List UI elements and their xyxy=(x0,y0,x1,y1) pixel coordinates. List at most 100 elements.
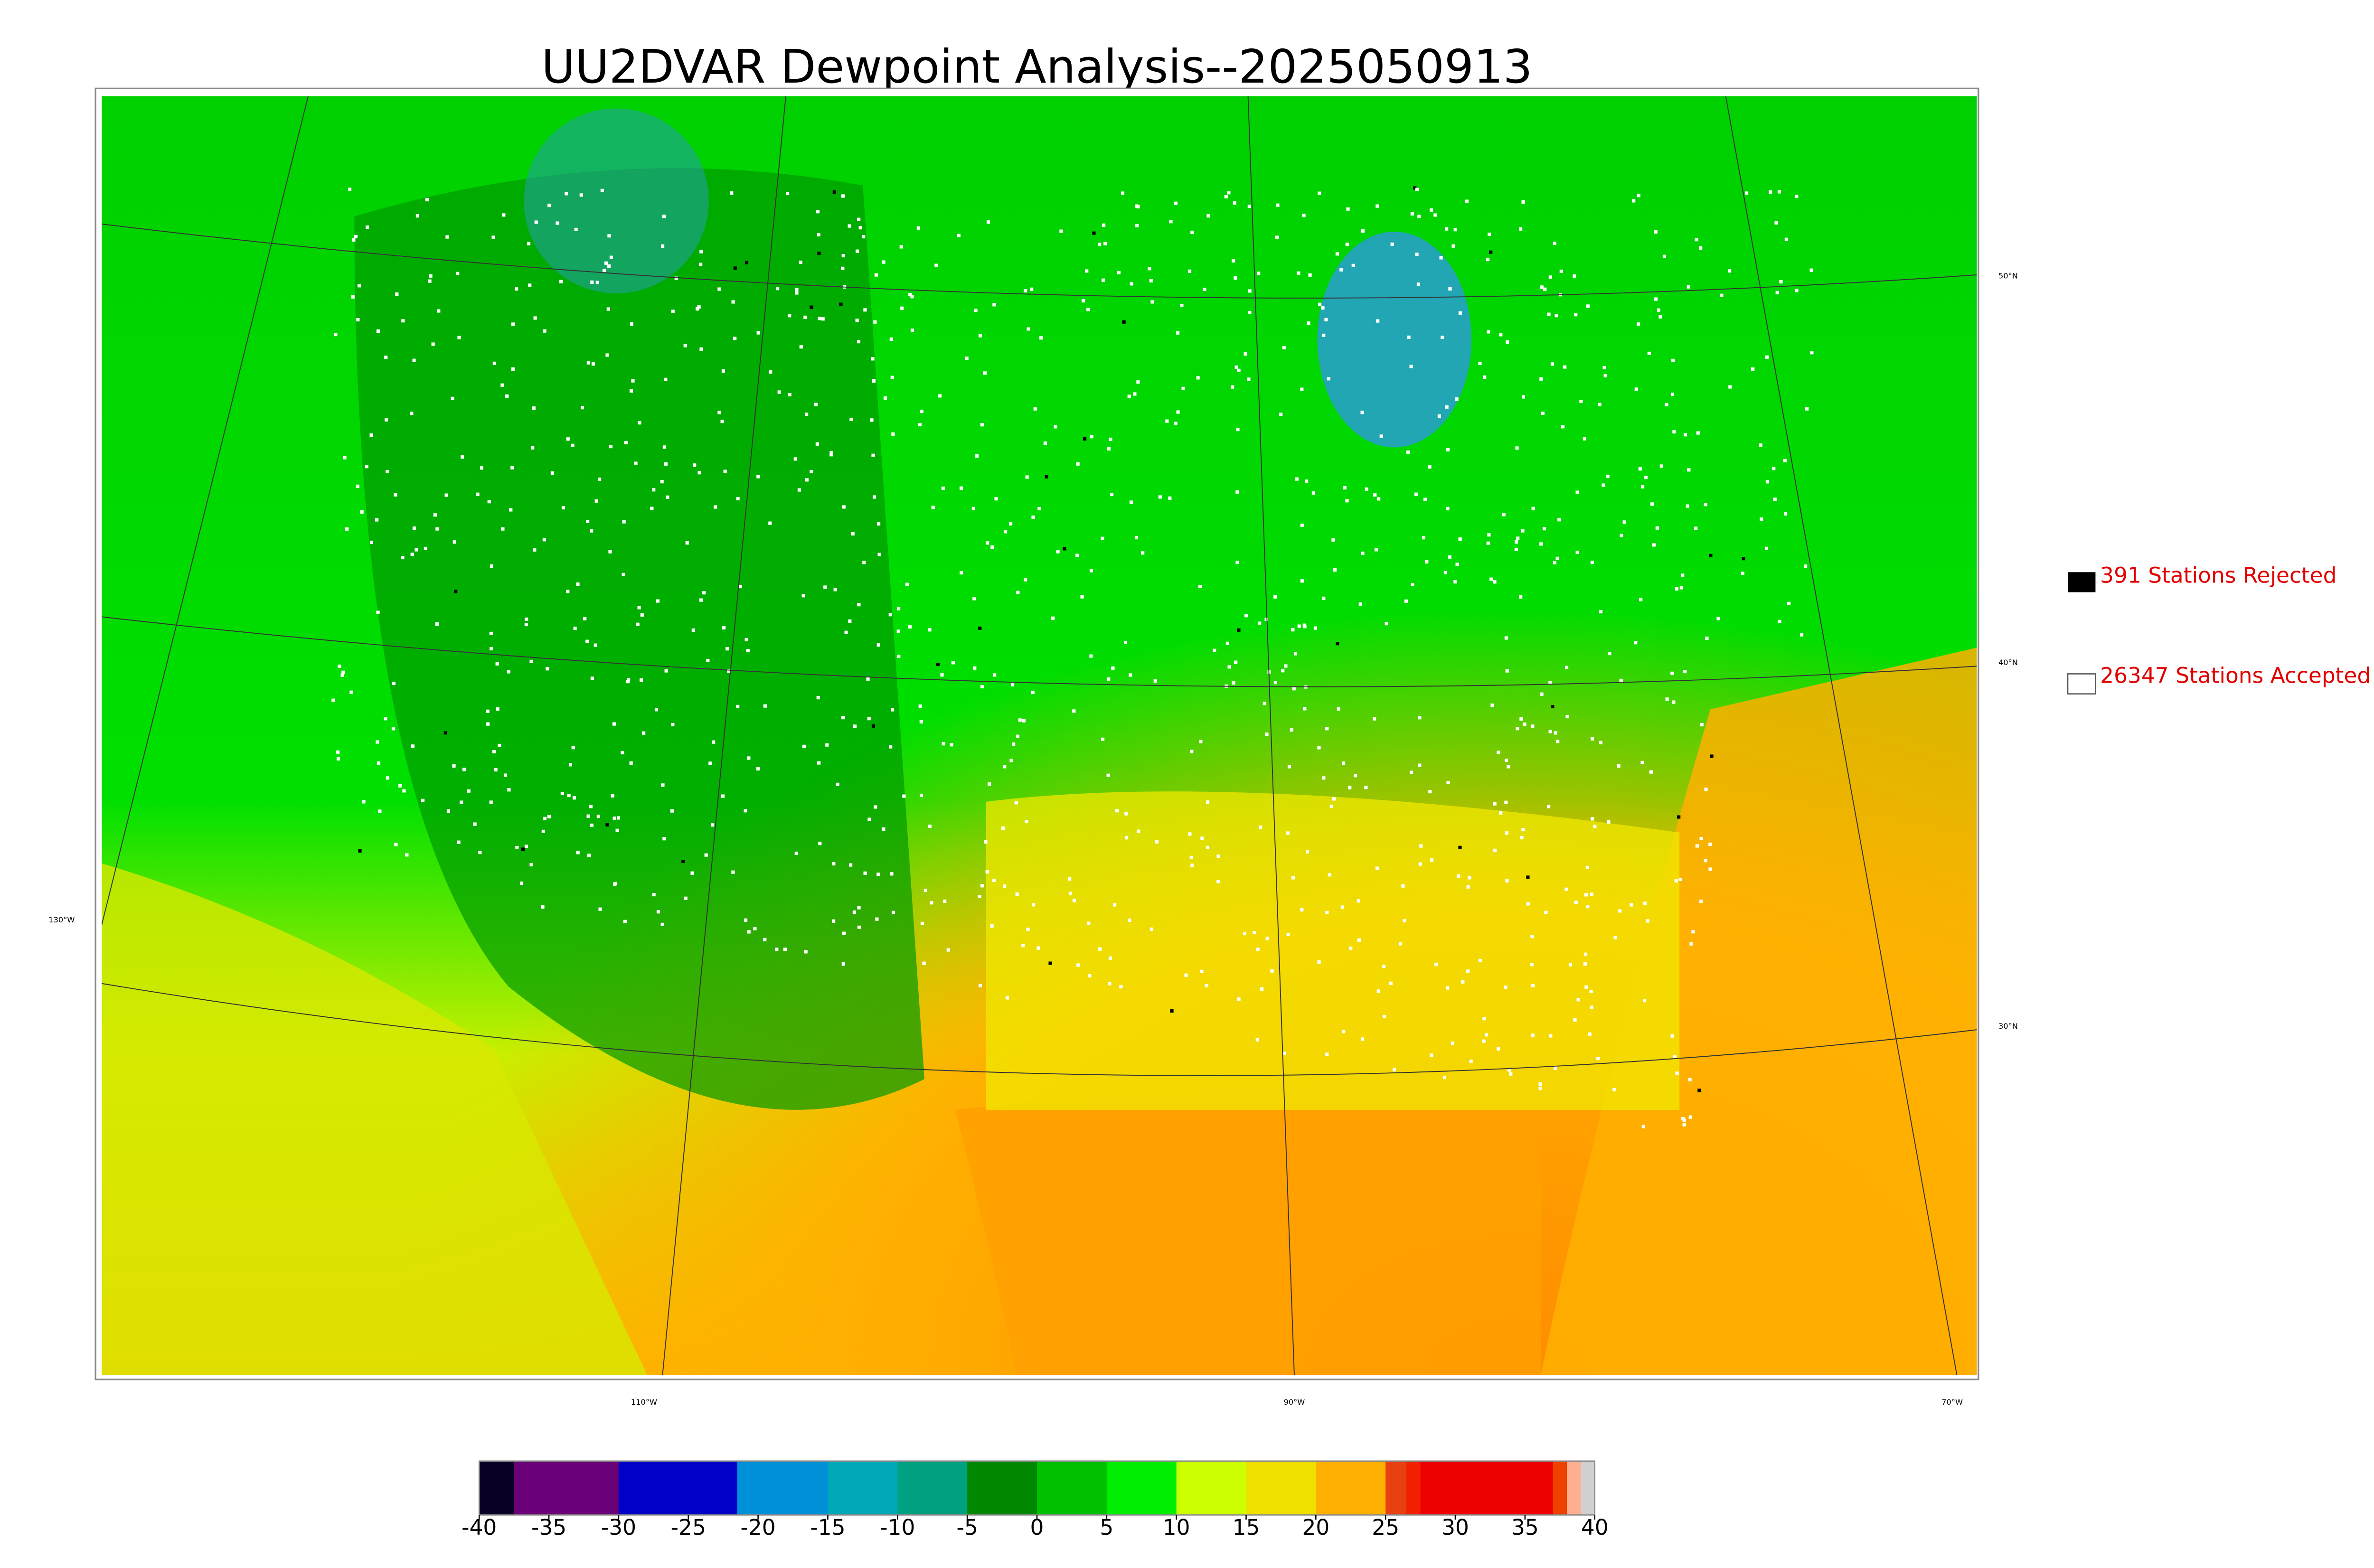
station-dot xyxy=(1583,962,1587,966)
station-dot xyxy=(1103,242,1107,245)
station-dot xyxy=(1009,522,1013,526)
station-dot xyxy=(841,962,845,966)
station-dot xyxy=(1275,235,1279,239)
station-dot xyxy=(1136,380,1140,384)
station-dot xyxy=(1675,1071,1679,1075)
station-dot xyxy=(511,367,515,371)
station-dot xyxy=(613,883,617,886)
station-dot xyxy=(1549,1034,1553,1038)
station-dot xyxy=(1478,361,1482,366)
station-dot xyxy=(467,789,471,793)
station-dot xyxy=(821,317,825,321)
station-dot xyxy=(1351,263,1355,267)
station-dot xyxy=(1407,335,1411,339)
station-dot xyxy=(1559,269,1563,273)
colorbar-tick-label: -25 xyxy=(671,1515,706,1540)
station-dot xyxy=(1101,737,1105,741)
station-dot xyxy=(1358,602,1362,606)
station-dot xyxy=(1699,899,1703,903)
station-dot xyxy=(797,488,801,492)
gulf xyxy=(955,1079,1541,1375)
station-dot xyxy=(1072,899,1076,902)
station-dot xyxy=(1247,205,1251,208)
station-dot xyxy=(1083,437,1087,441)
station-dot xyxy=(1321,306,1325,310)
station-dot xyxy=(431,342,435,346)
station-dot xyxy=(1681,573,1685,577)
station-dot xyxy=(607,264,611,268)
station-dot xyxy=(1281,669,1285,673)
station-dot xyxy=(1550,362,1554,366)
station-dot xyxy=(897,607,901,610)
station-dot xyxy=(1024,578,1027,582)
station-dot xyxy=(1588,1032,1592,1036)
colorbar-segment xyxy=(1385,1461,1407,1515)
station-dot xyxy=(891,432,895,436)
station-dot xyxy=(971,507,975,510)
station-dot xyxy=(1478,958,1482,962)
station-dot xyxy=(817,251,821,255)
station-dot xyxy=(603,269,606,272)
station-dot xyxy=(1373,717,1376,721)
station-dot xyxy=(357,284,361,288)
colorbar-segment xyxy=(1176,1461,1247,1515)
station-dot xyxy=(1343,486,1347,490)
station-dot xyxy=(1282,346,1286,349)
station-dot xyxy=(706,658,710,662)
colorbar-tick-label: -15 xyxy=(810,1515,845,1540)
station-dot xyxy=(375,518,379,522)
station-dot xyxy=(1265,732,1269,736)
station-dot xyxy=(1453,228,1457,232)
accepted-swatch xyxy=(2067,673,2096,695)
station-dot xyxy=(919,793,923,798)
station-dot xyxy=(1521,200,1525,204)
station-dot xyxy=(1596,1057,1600,1061)
station-dot xyxy=(1546,805,1551,808)
station-dot xyxy=(437,309,441,313)
station-dot xyxy=(1235,490,1239,494)
station-dot xyxy=(990,924,994,928)
station-dot xyxy=(1565,714,1569,719)
station-dot xyxy=(501,527,505,531)
station-dot xyxy=(1087,921,1091,925)
station-dot xyxy=(1295,477,1299,481)
station-dot xyxy=(1557,518,1561,522)
station-dot xyxy=(491,235,495,239)
colorbar-segment xyxy=(1567,1461,1582,1515)
station-dot xyxy=(910,295,914,299)
station-dot xyxy=(611,794,614,798)
station-dot xyxy=(1606,474,1610,478)
station-dot xyxy=(1297,271,1300,275)
station-dot xyxy=(433,513,437,517)
station-dot xyxy=(965,357,969,360)
station-dot xyxy=(727,669,731,673)
station-dot xyxy=(1399,942,1403,946)
station-dot xyxy=(401,319,405,323)
station-dot xyxy=(979,984,982,987)
station-dot xyxy=(696,307,699,311)
station-dot xyxy=(1586,905,1590,909)
colorbar-tick-label: 30 xyxy=(1441,1515,1469,1540)
station-dot xyxy=(1531,507,1535,510)
station-dot xyxy=(590,676,594,680)
station-dot xyxy=(1258,621,1262,625)
station-dot xyxy=(1059,229,1063,233)
station-dot xyxy=(1515,446,1519,450)
station-dot xyxy=(1056,550,1060,554)
station-dot xyxy=(817,761,821,765)
station-dot xyxy=(980,423,984,427)
station-dot xyxy=(1037,507,1041,511)
station-dot xyxy=(609,445,613,449)
station-dot xyxy=(697,471,701,475)
station-dot xyxy=(829,451,833,454)
station-dot xyxy=(1704,788,1708,791)
station-dot xyxy=(377,761,381,765)
station-dot xyxy=(576,582,580,586)
station-dot xyxy=(928,824,932,828)
station-dot xyxy=(876,643,880,647)
colorbar-segment xyxy=(967,1461,1037,1515)
station-dot xyxy=(890,872,894,876)
station-dot xyxy=(395,292,399,296)
station-dot xyxy=(867,817,871,821)
station-dot xyxy=(744,809,747,813)
